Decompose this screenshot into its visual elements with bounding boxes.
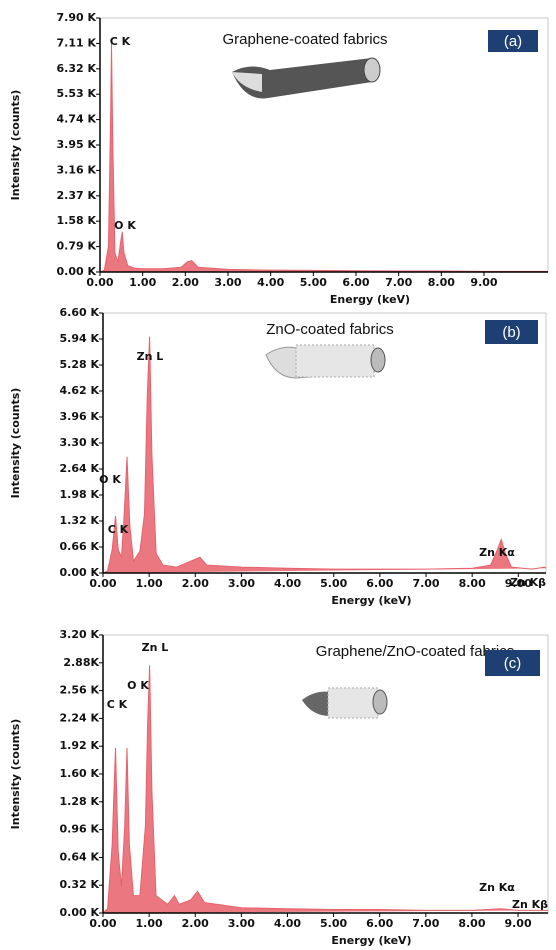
y-tick-label: 6.60 K: [60, 306, 100, 319]
peak-label: Zn L: [137, 350, 164, 363]
y-tick-label: 2.64 K: [60, 462, 100, 475]
x-tick-label: 1.00: [136, 917, 163, 930]
icon-graphene-zno: [302, 687, 388, 719]
y-tick-label: 2.56 K: [60, 684, 100, 697]
panel-label: (b): [502, 324, 520, 341]
x-tick-label: 0.00: [86, 276, 113, 289]
x-tick-label: 3.00: [228, 917, 255, 930]
x-tick-label: 4.00: [274, 917, 301, 930]
x-tick-label: 2.00: [182, 917, 209, 930]
peak-label: O K: [114, 219, 136, 232]
y-tick-label: 7.11 K: [57, 36, 97, 49]
peak-label: C K: [107, 698, 128, 711]
chart-title: Graphene/ZnO-coated fabrics: [316, 643, 514, 660]
x-tick-label: 7.00: [385, 276, 412, 289]
panel-label: (a): [504, 33, 522, 50]
plot-frame: [102, 634, 549, 914]
chart-title: ZnO-coated fabrics: [266, 321, 394, 338]
panel-badge: [485, 320, 538, 344]
y-tick-label: 1.58 K: [57, 214, 97, 227]
y-axis-label: Intensity (counts): [9, 90, 22, 201]
y-tick-label: 2.88K: [63, 656, 99, 669]
y-tick-label: 3.96 K: [60, 410, 100, 423]
peak-label: Zn Kβ: [512, 898, 548, 911]
y-tick-label: 1.92 K: [60, 739, 100, 752]
y-tick-label: 0.00 K: [60, 566, 100, 579]
panel-badge: [485, 650, 540, 676]
peak-label: O K: [99, 473, 121, 486]
y-tick-label: 0.64 K: [60, 850, 100, 863]
panel-badge: [488, 30, 538, 52]
y-tick-label: 3.20 K: [60, 628, 100, 641]
y-tick-label: 0.66 K: [60, 540, 100, 553]
y-tick-label: 1.60 K: [60, 767, 100, 780]
y-tick-label: 1.98 K: [60, 488, 100, 501]
peak-label: C K: [108, 523, 129, 536]
x-tick-label: 2.00: [182, 577, 209, 590]
y-tick-label: 2.37 K: [57, 189, 97, 202]
y-tick-label: 7.90 K: [57, 11, 97, 24]
peak-label: Zn Kβ: [510, 576, 546, 589]
y-axis-label: Intensity (counts): [9, 719, 22, 830]
y-tick-label: 2.24 K: [60, 711, 100, 724]
y-tick-label: 5.94 K: [60, 332, 100, 345]
spectrum: [102, 336, 547, 574]
y-tick-label: 3.95 K: [57, 138, 97, 151]
y-tick-label: 0.00 K: [60, 906, 100, 919]
y-tick-label: 6.32 K: [57, 62, 97, 75]
icon-zno: [265, 344, 386, 379]
x-axis-label: Energy (keV): [330, 293, 410, 306]
y-tick-label: 0.32 K: [60, 878, 100, 891]
peak-label: Zn L: [142, 641, 169, 654]
x-tick-label: 1.00: [129, 276, 156, 289]
chart-title: Graphene-coated fabrics: [222, 31, 387, 48]
y-tick-label: 1.32 K: [60, 514, 100, 527]
y-tick-label: 3.16 K: [57, 163, 97, 176]
x-tick-label: 7.00: [412, 917, 439, 930]
y-tick-label: 0.96 K: [60, 823, 100, 836]
peak-label: O K: [127, 679, 149, 692]
spectrum: [102, 665, 548, 914]
x-tick-label: 6.00: [366, 917, 393, 930]
spectrum: [99, 43, 548, 273]
y-tick-label: 0.79 K: [57, 240, 97, 253]
x-tick-label: 6.00: [342, 276, 369, 289]
x-tick-label: 5.00: [320, 917, 347, 930]
peak-label: Zn Kα: [479, 546, 515, 559]
icon-graphene: [232, 57, 381, 99]
x-tick-label: 8.00: [428, 276, 455, 289]
peak-label: Zn Kα: [479, 881, 515, 894]
x-tick-label: 3.00: [214, 276, 241, 289]
x-tick-label: 3.00: [228, 577, 255, 590]
x-tick-label: 7.00: [412, 577, 439, 590]
x-tick-label: 6.00: [366, 577, 393, 590]
x-tick-label: 0.00: [89, 917, 116, 930]
x-tick-label: 5.00: [320, 577, 347, 590]
peak-label: C K: [110, 35, 131, 48]
x-tick-label: 8.00: [459, 577, 486, 590]
x-tick-label: 1.00: [136, 577, 163, 590]
y-tick-label: 0.00 K: [57, 265, 97, 278]
x-tick-label: 9.00: [470, 276, 497, 289]
panel-label: (c): [504, 655, 522, 672]
x-axis-label: Energy (keV): [331, 594, 411, 607]
x-tick-label: 0.00: [89, 577, 116, 590]
x-tick-label: 5.00: [300, 276, 327, 289]
y-tick-label: 3.30 K: [60, 436, 100, 449]
x-tick-label: 9.00: [504, 917, 531, 930]
y-tick-label: 1.28 K: [60, 795, 100, 808]
y-axis-label: Intensity (counts): [9, 388, 22, 499]
y-tick-label: 5.53 K: [57, 87, 97, 100]
plot-frame: [99, 17, 549, 273]
x-tick-label: 4.00: [257, 276, 284, 289]
y-tick-label: 4.62 K: [60, 384, 100, 397]
x-tick-label: 4.00: [274, 577, 301, 590]
x-tick-label: 2.00: [172, 276, 199, 289]
x-axis-label: Energy (keV): [331, 934, 411, 947]
y-tick-label: 5.28 K: [60, 358, 100, 371]
y-tick-label: 4.74 K: [57, 113, 97, 126]
x-tick-label: 8.00: [458, 917, 485, 930]
x-tick-label: 9.00: [505, 577, 532, 590]
